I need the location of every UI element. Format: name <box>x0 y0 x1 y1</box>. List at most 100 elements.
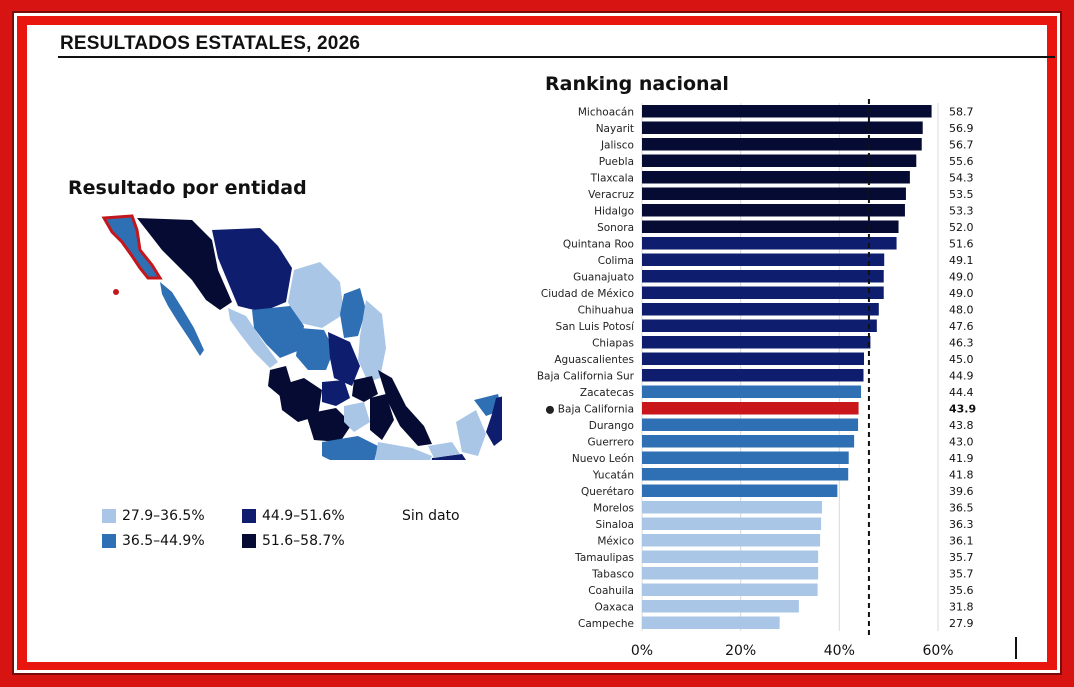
map-state-sonora <box>137 218 232 310</box>
value-label: 36.3 <box>949 518 974 531</box>
bar <box>642 600 799 613</box>
value-label: 49.1 <box>949 254 974 267</box>
legend-label: 36.5–44.9% <box>122 533 205 549</box>
legend-item-band-3: 36.5–44.9% <box>102 533 205 549</box>
map-state-michoacan <box>306 408 352 442</box>
map-state-san-luis-potosi <box>328 332 360 386</box>
bar <box>642 237 897 250</box>
category-label: Campeche <box>578 618 634 630</box>
page-title: RESULTADOS ESTATALES, 2026 <box>60 33 361 54</box>
value-label: 43.9 <box>949 402 976 415</box>
bar <box>642 121 923 134</box>
value-label: 35.7 <box>949 551 974 564</box>
report-canvas: RESULTADOS ESTATALES, 2026 Resultado por… <box>27 25 1055 662</box>
bar <box>642 534 821 547</box>
mexico-map <box>82 210 512 492</box>
map-state-baja-california <box>101 214 163 280</box>
map-state-coahuila <box>288 262 344 328</box>
category-label: Querétaro <box>581 486 634 498</box>
category-label: Tabasco <box>591 568 634 580</box>
bar <box>642 517 822 530</box>
category-label: Jalisco <box>600 139 634 151</box>
value-label: 43.0 <box>949 435 974 448</box>
bar <box>642 286 884 299</box>
category-label: Colima <box>598 255 634 267</box>
legend-item-band-4: 27.9–36.5% <box>102 508 205 524</box>
category-label: Aguascalientes <box>554 354 634 366</box>
legend-label: 44.9–51.6% <box>262 508 345 524</box>
map-title: Resultado por entidad <box>68 177 307 199</box>
bar <box>642 435 855 448</box>
value-label: 41.9 <box>949 452 974 465</box>
title-rule <box>58 56 1055 58</box>
map-island <box>113 289 119 295</box>
bar <box>642 468 849 481</box>
value-label: 35.6 <box>949 584 974 597</box>
bar <box>642 550 819 563</box>
category-label: Yucatán <box>592 469 634 481</box>
map-state-baja-california-sur <box>160 282 204 356</box>
category-label: Chiapas <box>592 337 634 349</box>
value-label: 36.5 <box>949 501 974 514</box>
bar <box>642 583 818 596</box>
bar <box>642 567 819 580</box>
map-state-campeche <box>456 410 486 456</box>
legend-label: Sin dato <box>402 508 460 524</box>
bar <box>642 616 780 629</box>
map-state-chihuahua <box>212 228 292 312</box>
legend-label: 51.6–58.7% <box>262 533 345 549</box>
value-label: 45.0 <box>949 353 974 366</box>
category-label: ● Baja California <box>545 403 634 415</box>
map-state-zacatecas <box>296 328 334 370</box>
value-label: 35.7 <box>949 567 974 580</box>
value-label: 56.7 <box>949 138 974 151</box>
value-label: 44.9 <box>949 369 974 382</box>
value-label: 48.0 <box>949 303 974 316</box>
value-label: 55.6 <box>949 155 974 168</box>
category-label: Tamaulipas <box>574 552 634 564</box>
map-state-durango <box>252 306 304 358</box>
category-label: Sinaloa <box>596 519 634 531</box>
value-label: 43.8 <box>949 419 974 432</box>
chart-title: Ranking nacional <box>545 73 729 95</box>
bar <box>642 171 910 184</box>
category-label: Guanajuato <box>573 271 634 283</box>
value-label: 41.8 <box>949 468 974 481</box>
value-label: 36.1 <box>949 534 974 547</box>
bar <box>642 418 859 431</box>
value-label: 39.6 <box>949 485 974 498</box>
category-label: Nayarit <box>596 123 634 135</box>
category-label: Coahuila <box>588 585 634 597</box>
map-state-tabasco <box>428 442 460 458</box>
legend-swatch <box>102 534 116 548</box>
value-label: 53.5 <box>949 188 974 201</box>
value-label: 44.4 <box>949 386 974 399</box>
bar <box>642 352 864 365</box>
category-label: Morelos <box>593 502 634 514</box>
legend-swatch <box>242 534 256 548</box>
value-label: 27.9 <box>949 617 974 630</box>
value-label: 46.3 <box>949 336 974 349</box>
bar <box>642 204 905 217</box>
category-label: Quintana Roo <box>563 238 634 250</box>
legend-item-band-1: 51.6–58.7% <box>242 533 345 549</box>
bar <box>642 154 917 167</box>
bar <box>642 270 884 283</box>
map-legend: 27.9–36.5% 44.9–51.6% Sin dato 36.5–44.9… <box>102 505 502 565</box>
category-label: México <box>597 535 634 547</box>
value-label: 56.9 <box>949 122 974 135</box>
value-label: 49.0 <box>949 287 974 300</box>
category-label: Hidalgo <box>594 205 634 217</box>
category-label: Ciudad de México <box>541 288 634 300</box>
bar <box>642 484 838 497</box>
ranking-chart: Michoacán 58.7 Nayarit 56.9 Jalisco 56.7 Puebl… <box>537 99 976 659</box>
bar <box>642 253 885 266</box>
value-label: 47.6 <box>949 320 974 333</box>
bar <box>642 451 849 464</box>
bar <box>642 303 879 316</box>
category-label: Sonora <box>597 222 634 234</box>
x-tick-label: 40% <box>824 643 855 659</box>
text-cursor <box>1015 637 1017 659</box>
category-label: Oaxaca <box>594 601 634 613</box>
category-label: Puebla <box>599 156 634 168</box>
